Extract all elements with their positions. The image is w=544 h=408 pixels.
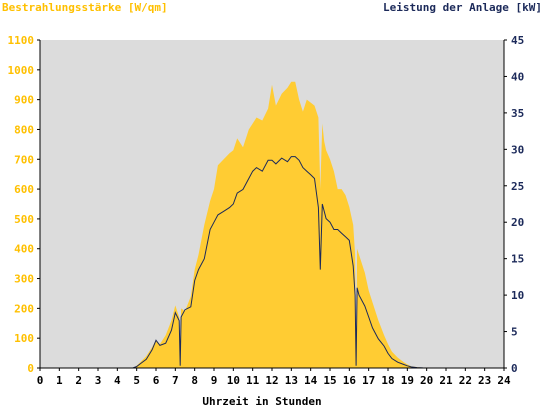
left-tick-label: 800 [14,123,34,136]
x-tick-label: 21 [439,374,453,387]
x-tick-label: 8 [191,374,198,387]
x-tick-label: 17 [362,374,375,387]
x-tick-label: 0 [37,374,44,387]
left-tick-label: 0 [27,362,34,375]
x-tick-label: 14 [304,374,318,387]
x-tick-label: 15 [323,374,336,387]
right-tick-label: 30 [511,143,524,156]
left-axis-ticks: 0 100 200 300 400 500 600 700 800 900 1000 1100 [8,34,40,375]
x-tick-label: 6 [153,374,160,387]
x-tick-label: 20 [420,374,433,387]
left-tick-label: 200 [14,302,34,315]
x-tick-label: 7 [172,374,179,387]
x-tick-label: 23 [478,374,491,387]
right-tick-label: 25 [511,180,524,193]
x-axis-ticks: 0 1 2 3 4 5 6 7 8 9 10 11 12 13 14 15 16 17 18 19 20 21 22 23 24 [37,368,511,387]
x-tick-label: 18 [381,374,394,387]
left-tick-label: 700 [14,153,34,166]
x-tick-label: 11 [246,374,260,387]
x-tick-label: 19 [401,374,414,387]
x-tick-label: 12 [265,374,278,387]
right-tick-label: 40 [511,70,524,83]
x-tick-label: 2 [75,374,82,387]
x-tick-label: 10 [227,374,240,387]
left-tick-label: 600 [14,183,34,196]
irradiance-area [40,81,504,368]
right-tick-label: 0 [511,362,518,375]
power-line [40,156,504,369]
x-tick-label: 4 [114,374,121,387]
x-tick-label: 3 [95,374,102,387]
left-tick-label: 500 [14,213,34,226]
left-tick-label: 400 [14,243,34,256]
left-tick-label: 300 [14,273,34,286]
right-tick-label: 10 [511,289,524,302]
right-tick-label: 35 [511,107,524,120]
x-tick-label: 13 [285,374,298,387]
right-tick-label: 45 [511,34,524,47]
x-tick-label: 16 [343,374,357,387]
x-tick-label: 24 [497,374,511,387]
x-tick-label: 5 [133,374,140,387]
x-tick-label: 9 [211,374,218,387]
left-tick-label: 1000 [8,64,35,77]
right-axis-ticks: 0 5 10 15 20 25 30 35 40 45 [504,34,524,375]
right-tick-label: 20 [511,216,524,229]
left-tick-label: 100 [14,332,34,345]
left-tick-label: 900 [14,94,34,107]
right-tick-label: 5 [511,326,518,339]
x-tick-label: 1 [56,374,63,387]
x-tick-label: 22 [459,374,472,387]
left-axis-title: Bestrahlungsstärke [W/qm] [2,1,168,14]
right-tick-label: 15 [511,253,524,266]
right-axis-title: Leistung der Anlage [kW] [383,1,542,14]
x-axis-title: Uhrzeit in Stunden [202,395,322,408]
left-tick-label: 1100 [8,34,35,47]
